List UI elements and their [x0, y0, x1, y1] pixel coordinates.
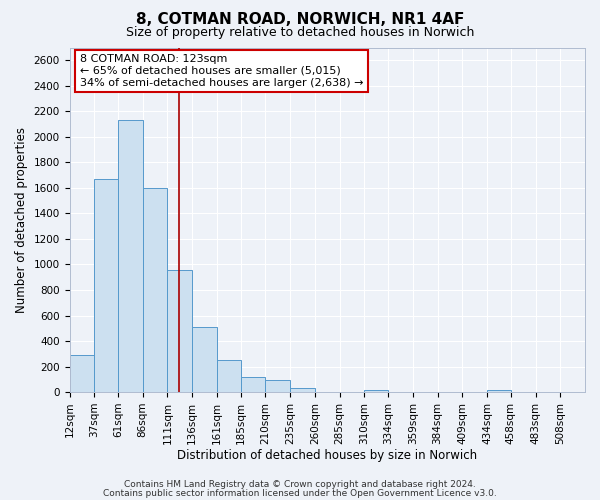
X-axis label: Distribution of detached houses by size in Norwich: Distribution of detached houses by size … — [177, 450, 478, 462]
Bar — [70, 355, 94, 392]
Bar — [241, 377, 265, 392]
Text: Contains public sector information licensed under the Open Government Licence v3: Contains public sector information licen… — [103, 488, 497, 498]
Bar — [143, 188, 167, 392]
Bar — [265, 380, 290, 392]
Bar — [118, 120, 143, 392]
Bar — [167, 270, 192, 392]
Bar — [487, 390, 511, 392]
Text: 8 COTMAN ROAD: 123sqm
← 65% of detached houses are smaller (5,015)
34% of semi-d: 8 COTMAN ROAD: 123sqm ← 65% of detached … — [80, 54, 364, 88]
Bar — [364, 390, 388, 392]
Bar — [192, 327, 217, 392]
Text: Contains HM Land Registry data © Crown copyright and database right 2024.: Contains HM Land Registry data © Crown c… — [124, 480, 476, 489]
Bar — [94, 179, 118, 392]
Bar — [217, 360, 241, 392]
Text: 8, COTMAN ROAD, NORWICH, NR1 4AF: 8, COTMAN ROAD, NORWICH, NR1 4AF — [136, 12, 464, 28]
Y-axis label: Number of detached properties: Number of detached properties — [15, 127, 28, 313]
Text: Size of property relative to detached houses in Norwich: Size of property relative to detached ho… — [126, 26, 474, 39]
Bar — [290, 388, 315, 392]
